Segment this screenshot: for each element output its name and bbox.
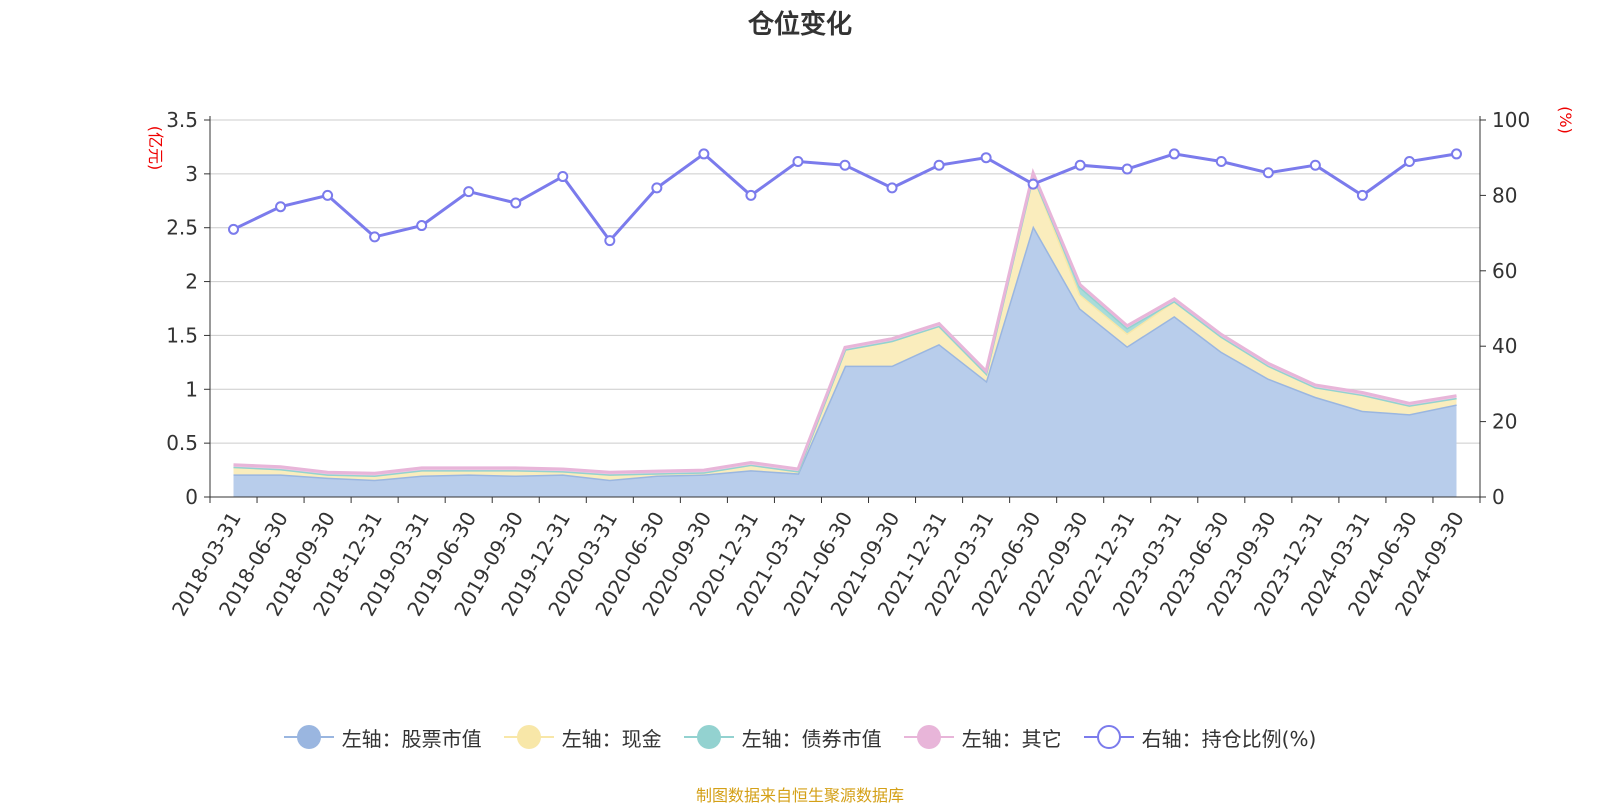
ratio-point [745, 189, 757, 201]
ratio-point [1309, 159, 1321, 171]
ratio-point [275, 201, 287, 213]
ratio-point [1168, 148, 1180, 160]
legend-swatch-icon [283, 725, 334, 749]
ratio-point [322, 189, 334, 201]
right-axis-tick-label: 60 [1492, 259, 1517, 283]
ratio-point [604, 235, 616, 247]
chart-title: 仓位变化 [747, 10, 852, 40]
left-axis-tick-label: 1.5 [166, 323, 198, 347]
legend-label: 左轴：股票市值 [341, 726, 482, 751]
ratio-point [933, 159, 945, 171]
legend-swatch-icon [683, 725, 734, 749]
axes [204, 116, 1486, 503]
ratio-point [1356, 189, 1368, 201]
legend-item[interactable]: 左轴：其它 [903, 723, 1062, 752]
legend-swatch-icon [903, 725, 954, 749]
legend-label: 左轴：其它 [961, 726, 1062, 751]
left-axis-unit: (亿元) [146, 126, 165, 171]
ratio-point [557, 171, 569, 183]
ratio-line-series [228, 148, 1462, 247]
ratio-point [463, 186, 475, 198]
left-axis-tick-label: 3.5 [166, 108, 198, 132]
ratio-point [1027, 178, 1039, 190]
ratio-point [980, 152, 992, 164]
legend-swatch-icon [1083, 725, 1134, 749]
ratio-point [1450, 148, 1462, 160]
left-axis-tick-label: 0 [185, 485, 198, 509]
right-axis-tick-label: 0 [1492, 485, 1505, 509]
ratio-point [1074, 159, 1086, 171]
ratio-point [698, 148, 710, 160]
legend-label: 左轴：债券市值 [741, 726, 882, 751]
ratio-point [651, 182, 663, 194]
area-fill [233, 225, 1457, 497]
ratio-point [1121, 163, 1133, 175]
right-axis-unit: (%) [1556, 106, 1575, 134]
legend-item[interactable]: 左轴：债券市值 [683, 723, 882, 752]
left-axis-tick-label: 3 [185, 162, 198, 186]
right-axis-tick-label: 40 [1492, 334, 1517, 358]
right-axis-tick-label: 80 [1492, 183, 1517, 207]
left-axis-tick-label: 2.5 [166, 216, 198, 240]
ratio-point [839, 159, 851, 171]
ratio-point [792, 155, 804, 167]
ratio-point [369, 231, 381, 243]
ratio-point [1403, 155, 1415, 167]
ratio-point [886, 182, 898, 194]
source-note: 制图数据来自恒生聚源数据库 [695, 786, 904, 805]
legend-item[interactable]: 右轴：持仓比例(%) [1083, 723, 1317, 752]
right-axis-tick-label: 100 [1492, 108, 1530, 132]
ratio-point [510, 197, 522, 209]
ratio-point [1215, 155, 1227, 167]
right-axis-tick-label: 20 [1492, 410, 1517, 434]
left-axis-tick-label: 0.5 [166, 431, 198, 455]
area-top-line [233, 167, 1457, 475]
area-series [233, 167, 1457, 497]
ratio-point [1262, 167, 1274, 179]
left-axis-tick-label: 2 [185, 270, 198, 294]
legend-item[interactable]: 左轴：股票市值 [283, 723, 482, 752]
ratio-point [228, 223, 240, 235]
left-axis-tick-label: 1 [185, 377, 198, 401]
legend-item[interactable]: 左轴：现金 [503, 723, 662, 752]
ratio-point [416, 220, 428, 232]
legend-swatch-icon [503, 725, 554, 749]
legend: 左轴：股票市值 左轴：现金 左轴：债券市值 左轴：其它 右轴：持仓比例(%) [0, 722, 1600, 752]
legend-label: 右轴：持仓比例(%) [1141, 726, 1317, 751]
legend-label: 左轴：现金 [561, 726, 662, 751]
